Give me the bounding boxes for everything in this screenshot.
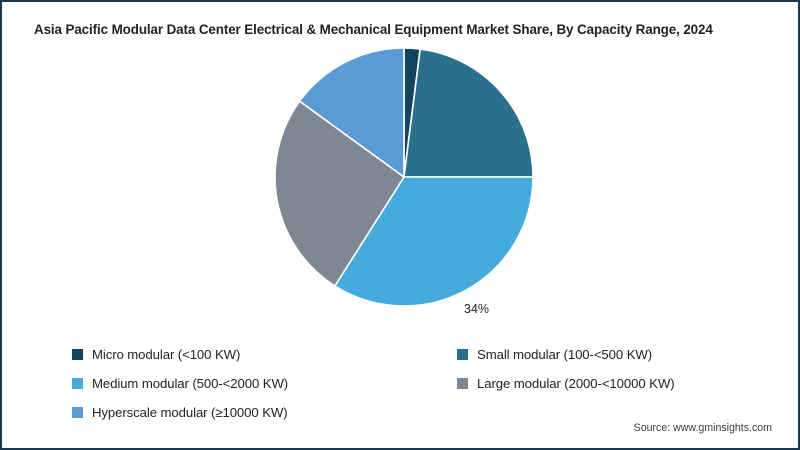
legend-row: Medium modular (500-<2000 KW) Large modul…	[72, 369, 752, 398]
legend-item-label: Medium modular (500-<2000 KW)	[92, 376, 289, 391]
pie-chart-svg: Micro modular (<100 KW): 2%Small modular…	[274, 47, 534, 307]
source-note: Source: www.gminsights.com	[633, 422, 772, 434]
pie-slice[interactable]: Large modular (2000-<10000 KW): 26%	[274, 100, 405, 287]
legend-row: Hyperscale modular (≥10000 KW)	[72, 398, 752, 427]
legend-item[interactable]: Hyperscale modular (≥10000 KW)	[72, 405, 457, 420]
pie-slice[interactable]: Small modular (100-<500 KW): 23%	[403, 48, 534, 178]
legend-swatch-icon	[72, 349, 83, 360]
legend-item-label: Hyperscale modular (≥10000 KW)	[92, 405, 288, 420]
pie-chart: Micro modular (<100 KW): 2%Small modular…	[274, 47, 534, 316]
pie-slice[interactable]: Hyperscale modular (≥10000 KW): 15%	[298, 47, 405, 178]
legend-item-label: Micro modular (<100 KW)	[92, 347, 241, 362]
legend: Micro modular (<100 KW) Small modular (10…	[72, 340, 752, 427]
legend-swatch-icon	[72, 378, 83, 389]
legend-swatch-icon	[72, 407, 83, 418]
legend-item-label: Small modular (100-<500 KW)	[477, 347, 653, 362]
legend-item[interactable]: Medium modular (500-<2000 KW)	[72, 376, 457, 391]
legend-item[interactable]: Micro modular (<100 KW)	[72, 347, 457, 362]
legend-row: Micro modular (<100 KW) Small modular (10…	[72, 340, 752, 369]
pie-slice-label-medium: 34%	[464, 302, 490, 316]
legend-item[interactable]: Small modular (100-<500 KW)	[457, 347, 752, 362]
page-title: Asia Pacific Modular Data Center Electri…	[34, 22, 713, 37]
pie-slice-group: Micro modular (<100 KW): 2%Small modular…	[274, 47, 534, 307]
legend-item[interactable]: Large modular (2000-<10000 KW)	[457, 376, 752, 391]
legend-item-label: Large modular (2000-<10000 KW)	[477, 376, 675, 391]
legend-swatch-icon	[457, 349, 468, 360]
legend-swatch-icon	[457, 378, 468, 389]
